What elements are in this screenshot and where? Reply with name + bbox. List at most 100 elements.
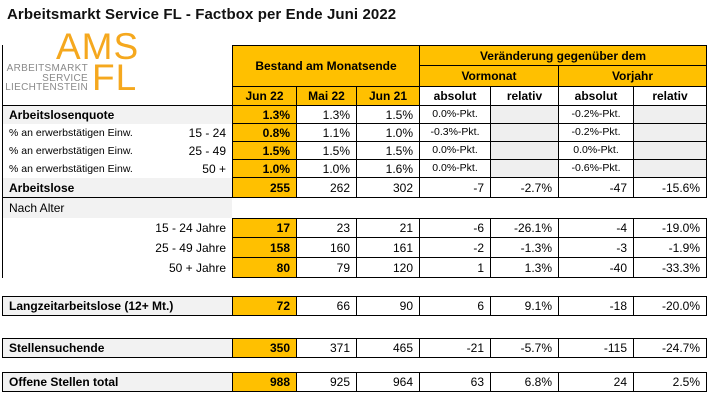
header-spacer (2, 45, 232, 87)
header-month-jun22: Jun 22 (232, 87, 297, 106)
section-label: Nach Alter (2, 198, 232, 218)
cell-mai22: 66 (297, 296, 357, 316)
cell-vorjahr-relativ: -1.9% (634, 238, 707, 258)
factbox-table: Bestand am Monatsende Veränderung gegenü… (2, 45, 707, 392)
cell-mai22: 1.1% (297, 124, 357, 142)
row-label: Arbeitslosenquote (2, 106, 232, 124)
cell-vormonat-absolut: 0.0%-Pkt. (420, 160, 491, 178)
header-veraenderung: Veränderung gegenüber dem (420, 45, 707, 66)
row-quote-15-24: % an erwerbstätigen Einw. 15 - 24 0.8% 1… (2, 124, 707, 142)
cell-vormonat-relativ (491, 106, 559, 124)
cell-vorjahr-absolut: -3 (559, 238, 634, 258)
row-quote-25-49: % an erwerbstätigen Einw. 25 - 49 1.5% 1… (2, 142, 707, 160)
cell-vorjahr-relativ (634, 106, 707, 124)
header-veraenderung-group: Veränderung gegenüber dem Vormonat Vorja… (420, 45, 707, 87)
logo-org-line: SERVICE (42, 72, 88, 84)
row-label: % an erwerbstätigen Einw. 15 - 24 (2, 124, 232, 142)
cell-vormonat-absolut: -2 (420, 238, 491, 258)
row-offene-stellen: Offene Stellen total 988 925 964 63 6.8%… (2, 372, 707, 392)
cell-mai22: 1.0% (297, 160, 357, 178)
header-spacer (2, 87, 232, 106)
row-label: Offene Stellen total (2, 372, 232, 392)
cell-vorjahr-absolut: 0.0%-Pkt. (559, 142, 634, 160)
cell-vormonat-absolut: 1 (420, 258, 491, 278)
cell-jun22: 255 (232, 178, 297, 198)
cell-vorjahr-absolut: -47 (559, 178, 634, 198)
row-langzeitarbeitslose: Langzeitarbeitslose (12+ Mt.) 72 66 90 6… (2, 296, 707, 316)
row-nach-alter: Nach Alter (2, 198, 707, 218)
row-arbeitslose: Arbeitslose 255 262 302 -7 -2.7% -47 -15… (2, 178, 707, 198)
cell-vormonat-relativ: -2.7% (491, 178, 559, 198)
cell-vormonat-absolut: 0.0%-Pkt. (420, 142, 491, 160)
spacer-row (2, 278, 707, 296)
header-vormonat: Vormonat (420, 66, 559, 87)
row-stellensuchende: Stellensuchende 350 371 465 -21 -5.7% -1… (2, 338, 707, 358)
cell-vorjahr-relativ (634, 160, 707, 178)
cell-vormonat-relativ: -5.7% (491, 338, 559, 358)
row-alter-50plus: 50 + Jahre 80 79 120 1 1.3% -40 -33.3% (2, 258, 707, 278)
cell-vormonat-relativ (491, 160, 559, 178)
cell-jun21: 1.5% (357, 106, 420, 124)
row-label: 25 - 49 Jahre (2, 238, 232, 258)
header-absolut-vorjahr: absolut (559, 87, 634, 106)
row-label: Arbeitslose (2, 178, 232, 198)
logo-org-line: ARBEITSMARKT (6, 63, 88, 74)
cell-jun21: 1.6% (357, 160, 420, 178)
header-row-months: Jun 22 Mai 22 Jun 21 absolut relativ abs… (2, 87, 707, 106)
cell-vorjahr-absolut: -40 (559, 258, 634, 278)
row-label-text: % an erwerbstätigen Einw. (9, 162, 133, 175)
row-label: Stellensuchende (2, 338, 232, 358)
logo-org-line: LIECHTENSTEIN (5, 82, 88, 93)
header-period-row: Vormonat Vorjahr (420, 66, 707, 87)
cell-mai22: 79 (297, 258, 357, 278)
cell-vorjahr-absolut: -0.2%-Pkt. (559, 124, 634, 142)
cell-vorjahr-relativ: -20.0% (634, 296, 707, 316)
cell-vormonat-relativ: -26.1% (491, 218, 559, 238)
cell-jun21: 1.5% (357, 142, 420, 160)
header-month-jun21: Jun 21 (357, 87, 420, 106)
cell-vorjahr-relativ (634, 124, 707, 142)
cell-vorjahr-absolut: -18 (559, 296, 634, 316)
spacer-row (2, 316, 707, 338)
cell-jun21: 161 (357, 238, 420, 258)
spacer-row (2, 358, 707, 372)
row-label: 50 + Jahre (2, 258, 232, 278)
cell-jun21: 1.0% (357, 124, 420, 142)
row-label: % an erwerbstätigen Einw. 50 + (2, 160, 232, 178)
cell-jun21: 465 (357, 338, 420, 358)
cell-jun22: 0.8% (232, 124, 297, 142)
cell-mai22: 925 (297, 372, 357, 392)
header-vorjahr: Vorjahr (559, 66, 707, 87)
cell-mai22: 262 (297, 178, 357, 198)
cell-vormonat-absolut: -21 (420, 338, 491, 358)
cell-mai22: 371 (297, 338, 357, 358)
header-row-top: Bestand am Monatsende Veränderung gegenü… (2, 45, 707, 87)
row-label: Langzeitarbeitslose (12+ Mt.) (2, 296, 232, 316)
cell-vormonat-absolut: 6 (420, 296, 491, 316)
cell-mai22: 23 (297, 218, 357, 238)
cell-mai22: 160 (297, 238, 357, 258)
row-label-range: 50 + (202, 162, 226, 176)
cell-vorjahr-relativ (634, 142, 707, 160)
cell-jun21: 21 (357, 218, 420, 238)
cell-jun22: 1.0% (232, 160, 297, 178)
cell-vormonat-relativ (491, 124, 559, 142)
ams-fl-logo: AMS ARBEITSMARKT SERVICE LIECHTENSTEIN F… (0, 28, 230, 108)
cell-jun21: 302 (357, 178, 420, 198)
cell-vorjahr-relativ: -24.7% (634, 338, 707, 358)
header-relativ-vorjahr: relativ (634, 87, 707, 106)
cell-jun21: 120 (357, 258, 420, 278)
cell-jun22: 17 (232, 218, 297, 238)
header-relativ-vormonat: relativ (491, 87, 559, 106)
cell-vorjahr-absolut: -115 (559, 338, 634, 358)
cell-vormonat-absolut: -7 (420, 178, 491, 198)
cell-jun22: 1.5% (232, 142, 297, 160)
row-label-range: 15 - 24 (188, 126, 226, 140)
header-bestand: Bestand am Monatsende (232, 45, 420, 87)
cell-vormonat-absolut: -6 (420, 218, 491, 238)
row-label-text: % an erwerbstätigen Einw. (9, 144, 133, 157)
cell-jun22: 72 (232, 296, 297, 316)
cell-vormonat-relativ: 6.8% (491, 372, 559, 392)
cell-mai22: 1.5% (297, 142, 357, 160)
